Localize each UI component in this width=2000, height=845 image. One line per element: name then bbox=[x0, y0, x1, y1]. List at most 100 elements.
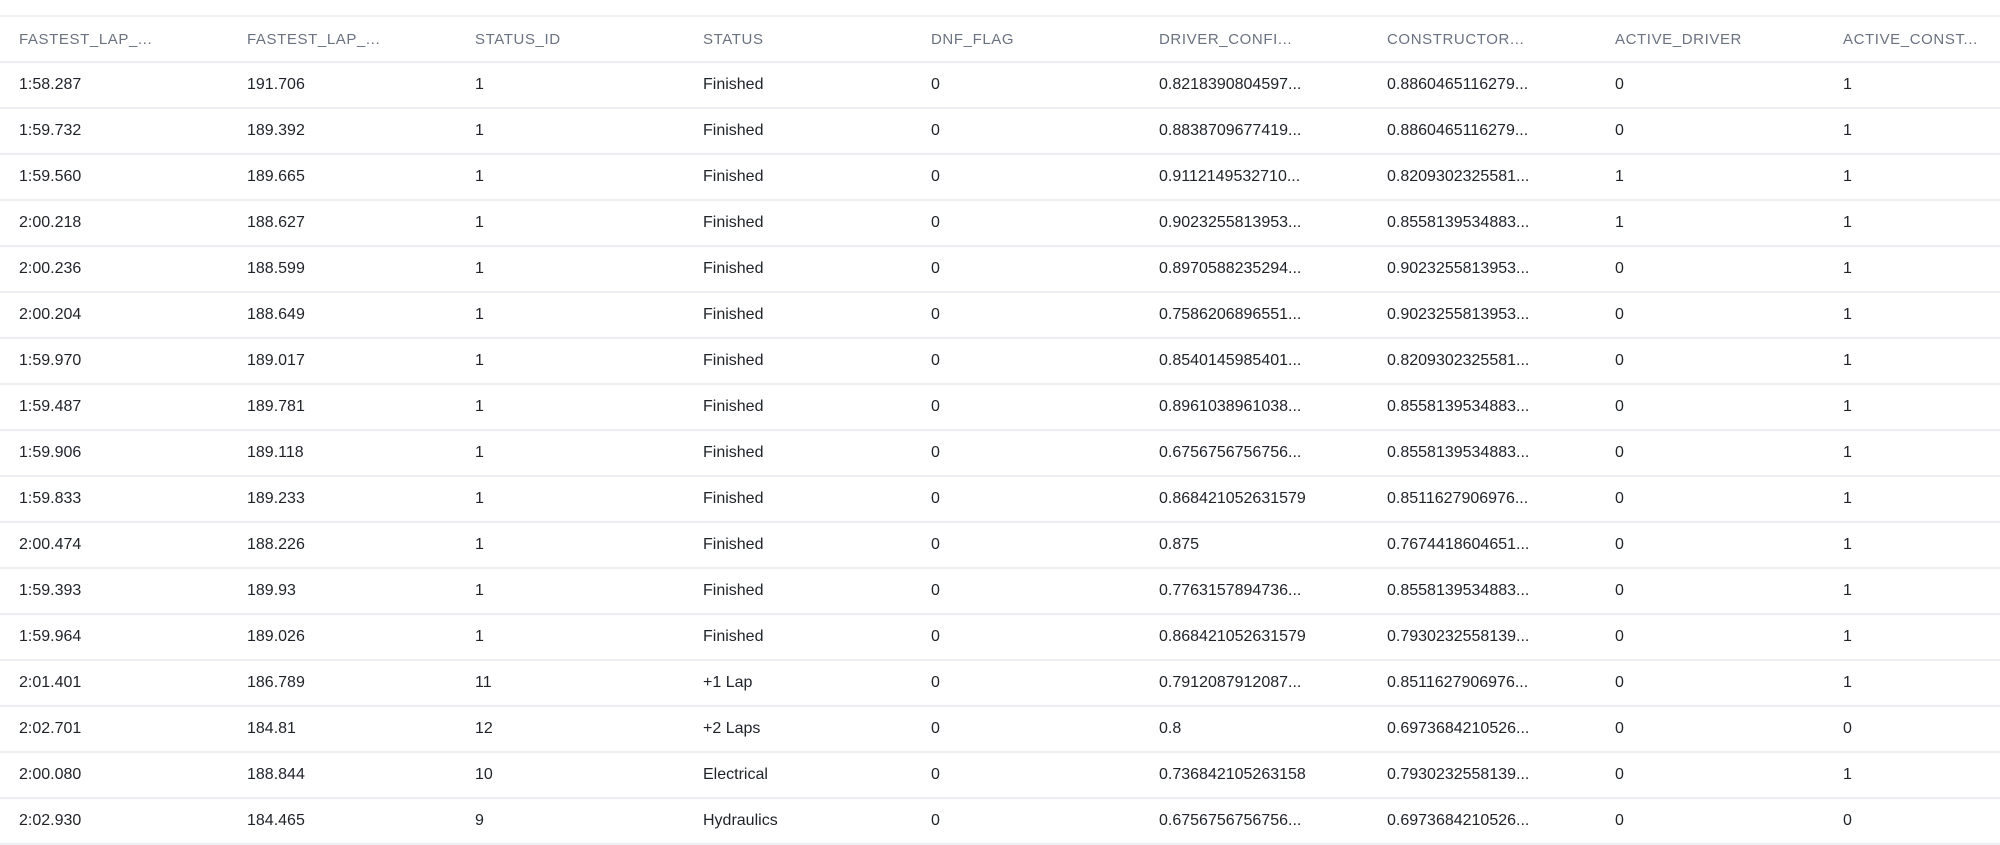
table-cell: 1:59.833 bbox=[19, 490, 82, 507]
table-cell: 1 bbox=[1843, 352, 1852, 369]
table-row[interactable]: 1:59.970 189.017 1 Finished 0 0.8540145985401… bbox=[0, 339, 2000, 385]
table-cell: 0.868421052631579 bbox=[1159, 628, 1306, 645]
table-cell: 2:00.474 bbox=[19, 536, 82, 553]
table-cell: 1 bbox=[1843, 536, 1852, 553]
column-header[interactable]: STATUS_ID bbox=[475, 30, 561, 48]
table-cell: Finished bbox=[703, 536, 764, 553]
table-cell: 1:59.732 bbox=[19, 122, 82, 139]
table-cell: 0 bbox=[931, 352, 940, 369]
table-cell: 1 bbox=[1843, 168, 1852, 185]
table-cell: 0 bbox=[931, 168, 940, 185]
table-cell: 2:02.701 bbox=[19, 720, 82, 737]
table-row[interactable]: 2:00.236 188.599 1 Finished 0 0.8970588235294… bbox=[0, 247, 2000, 293]
table-cell: 189.118 bbox=[247, 444, 304, 461]
table-row[interactable]: 1:58.287 191.706 1 Finished 0 0.8218390804597… bbox=[0, 63, 2000, 109]
table-cell: 1 bbox=[475, 536, 484, 553]
table-cell: Finished bbox=[703, 122, 764, 139]
table-cell: 0 bbox=[931, 306, 940, 323]
table-cell: 0.8860465116279... bbox=[1387, 76, 1529, 93]
table-cell: Hydraulics bbox=[703, 812, 778, 829]
table-row[interactable]: 2:02.701 184.81 12 +2 Laps 0 0.8 0.69736842105… bbox=[0, 707, 2000, 753]
table-cell: 2:00.236 bbox=[19, 260, 82, 277]
table-row[interactable]: 1:59.393 189.93 1 Finished 0 0.7763157894736.… bbox=[0, 569, 2000, 615]
table-cell: 1 bbox=[475, 122, 484, 139]
table-cell: 1 bbox=[1843, 444, 1852, 461]
table-row[interactable]: 2:00.474 188.226 1 Finished 0 0.875 0.76744186… bbox=[0, 523, 2000, 569]
table-cell: 0 bbox=[931, 720, 940, 737]
table-cell: 1 bbox=[1843, 582, 1852, 599]
table-cell: 1 bbox=[475, 260, 484, 277]
table-row[interactable]: 1:59.964 189.026 1 Finished 0 0.8684210526315… bbox=[0, 615, 2000, 661]
table-cell: 186.789 bbox=[247, 674, 305, 691]
table-cell: 0.8540145985401... bbox=[1159, 352, 1302, 369]
table-cell: 1 bbox=[1843, 628, 1852, 645]
table-cell: 1 bbox=[475, 76, 484, 93]
table-cell: 0 bbox=[1615, 122, 1624, 139]
table-row[interactable]: 1:59.906 189.118 1 Finished 0 0.6756756756756… bbox=[0, 431, 2000, 477]
table-cell: 0.6756756756756... bbox=[1159, 444, 1302, 461]
table-cell: 0.6756756756756... bbox=[1159, 812, 1302, 829]
column-header[interactable]: CONSTRUCTOR... bbox=[1387, 30, 1525, 48]
table-row[interactable]: 1:59.732 189.392 1 Finished 0 0.8838709677419… bbox=[0, 109, 2000, 155]
table-cell: 0 bbox=[1615, 490, 1624, 507]
column-header[interactable]: FASTEST_LAP_... bbox=[19, 30, 153, 48]
table-cell: 1:59.560 bbox=[19, 168, 82, 185]
table-cell: 0.8218390804597... bbox=[1159, 76, 1302, 93]
column-header[interactable]: ACTIVE_DRIVER bbox=[1615, 30, 1742, 48]
table-cell: 188.627 bbox=[247, 214, 305, 231]
table-cell: 1 bbox=[1843, 260, 1852, 277]
table-cell: 1 bbox=[475, 490, 484, 507]
table-row[interactable]: 1:59.487 189.781 1 Finished 0 0.8961038961038… bbox=[0, 385, 2000, 431]
table-row[interactable]: 1:59.560 189.665 1 Finished 0 0.9112149532710… bbox=[0, 155, 2000, 201]
table-cell: 12 bbox=[475, 720, 493, 737]
table-cell: 1 bbox=[1843, 766, 1852, 783]
table-cell: Finished bbox=[703, 628, 764, 645]
table-cell: 0.9023255813953... bbox=[1387, 306, 1530, 323]
column-header[interactable]: DNF_FLAG bbox=[931, 30, 1015, 48]
table-cell: 0 bbox=[931, 122, 940, 139]
table-cell: 1:58.287 bbox=[19, 76, 82, 93]
table-cell: 0 bbox=[1843, 812, 1852, 829]
table-cell: 1:59.393 bbox=[19, 582, 82, 599]
table-cell: 189.233 bbox=[247, 490, 305, 507]
table-cell: Finished bbox=[703, 76, 764, 93]
table-row[interactable]: 2:00.080 188.844 10 Electrical 0 0.7368421052… bbox=[0, 753, 2000, 799]
table-cell: 189.93 bbox=[247, 582, 296, 599]
table-cell: 189.017 bbox=[247, 352, 305, 369]
table-cell: 0.8961038961038... bbox=[1159, 398, 1302, 415]
table-cell: 2:01.401 bbox=[19, 674, 82, 691]
table-cell: 0 bbox=[1843, 720, 1852, 737]
table-cell: 188.844 bbox=[247, 766, 305, 783]
table-row[interactable]: 2:00.204 188.649 1 Finished 0 0.7586206896551… bbox=[0, 293, 2000, 339]
table-cell: 0.8511627906976... bbox=[1387, 490, 1529, 507]
table-cell: Finished bbox=[703, 490, 764, 507]
table-cell: 0 bbox=[1615, 536, 1624, 553]
table-row[interactable]: 1:59.833 189.233 1 Finished 0 0.8684210526315… bbox=[0, 477, 2000, 523]
table-cell: Finished bbox=[703, 582, 764, 599]
table-cell: 0.7763157894736... bbox=[1159, 582, 1302, 599]
table-row[interactable]: 2:02.930 184.465 9 Hydraulics 0 0.67567567567… bbox=[0, 799, 2000, 845]
table-cell: 2:00.204 bbox=[19, 306, 82, 323]
table-cell: 2:02.930 bbox=[19, 812, 82, 829]
table-cell: 1 bbox=[1843, 76, 1852, 93]
table-cell: 0.7586206896551... bbox=[1159, 306, 1302, 323]
table-row[interactable]: 2:01.401 186.789 11 +1 Lap 0 0.7912087912087.… bbox=[0, 661, 2000, 707]
table-cell: 0.7674418604651... bbox=[1387, 536, 1530, 553]
column-header[interactable]: FASTEST_LAP_... bbox=[247, 30, 381, 48]
table-row[interactable]: 2:00.218 188.627 1 Finished 0 0.9023255813953… bbox=[0, 201, 2000, 247]
table-cell: 0.6973684210526... bbox=[1387, 812, 1530, 829]
table-cell: +2 Laps bbox=[703, 720, 761, 737]
table-cell: 0.8558139534883... bbox=[1387, 582, 1530, 599]
table-cell: 0.7930232558139... bbox=[1387, 766, 1530, 783]
table-cell: 0 bbox=[1615, 766, 1624, 783]
table-cell: 1 bbox=[475, 352, 484, 369]
column-header[interactable]: STATUS bbox=[703, 30, 764, 48]
column-header[interactable]: ACTIVE_CONST... bbox=[1843, 30, 1978, 48]
table-cell: 0 bbox=[931, 628, 940, 645]
table-cell: 1:59.970 bbox=[19, 352, 82, 369]
table-cell: 0 bbox=[931, 766, 940, 783]
table-cell: 0 bbox=[1615, 628, 1624, 645]
column-header[interactable]: DRIVER_CONFI... bbox=[1159, 30, 1293, 48]
table-cell: 0 bbox=[931, 76, 940, 93]
table-cell: 0 bbox=[1615, 76, 1624, 93]
